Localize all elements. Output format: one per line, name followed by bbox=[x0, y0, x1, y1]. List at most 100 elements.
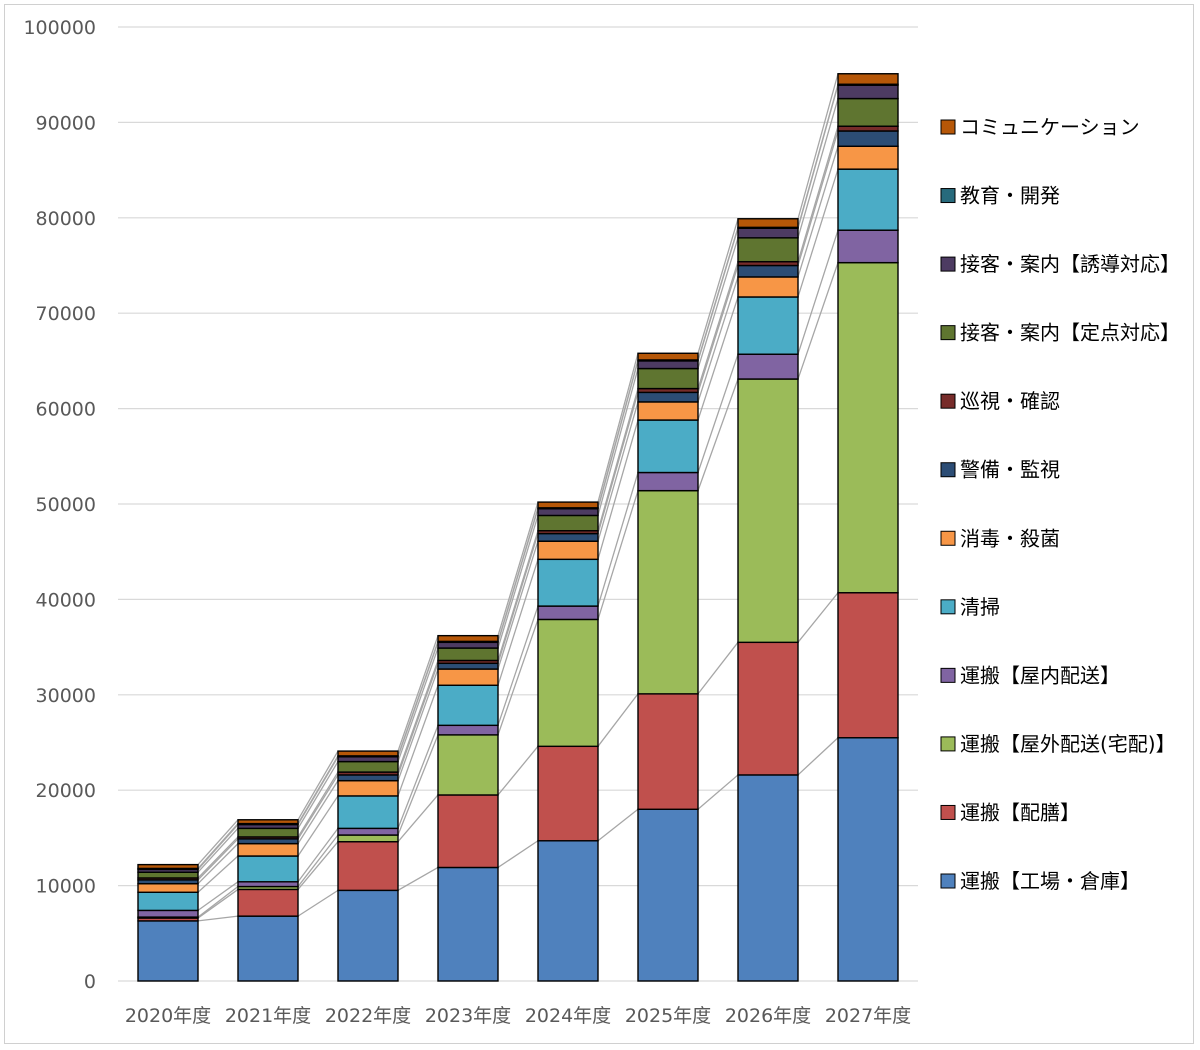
bar-segment bbox=[437, 668, 499, 686]
bar-segment bbox=[237, 888, 299, 917]
x-tick-label: 2025年度 bbox=[625, 1005, 711, 1027]
y-axis-tick-labels: 0 10000 20000 30000 40000 50000 60000 70000 8000… bbox=[23, 17, 96, 993]
bar-segment bbox=[837, 145, 899, 170]
legend-label: 接客・案内【誘導対応】 bbox=[960, 252, 1180, 276]
bar-segment bbox=[837, 168, 899, 231]
connector-line bbox=[797, 737, 839, 776]
connector-line bbox=[497, 840, 539, 869]
bar-segment bbox=[137, 882, 199, 893]
legend-swatch bbox=[940, 873, 956, 889]
connector-line bbox=[697, 218, 739, 354]
connector-line bbox=[697, 774, 739, 810]
bar-segment bbox=[137, 909, 199, 918]
x-axis-tick-labels: 2020年度 2021年度 2022年度 2023年度 2024年度 2025年度 2026… bbox=[125, 1005, 911, 1027]
bar-segment bbox=[537, 532, 599, 542]
bar-segment bbox=[537, 514, 599, 532]
legend-label: 教育・開発 bbox=[960, 184, 1060, 208]
y-tick-label: 0 bbox=[84, 971, 96, 993]
connector-line bbox=[597, 392, 639, 534]
bar-segment bbox=[437, 662, 499, 670]
x-tick-label: 2020年度 bbox=[125, 1005, 211, 1027]
connector-line bbox=[797, 84, 839, 228]
connector-line bbox=[497, 507, 539, 642]
connector-line bbox=[297, 795, 339, 857]
bar-segment bbox=[237, 827, 299, 838]
bar-segment bbox=[137, 891, 199, 912]
connector-line bbox=[497, 501, 539, 636]
legend-label: 運搬【工場・倉庫】 bbox=[960, 869, 1140, 893]
connector-line bbox=[197, 838, 239, 881]
connector-line bbox=[297, 755, 339, 824]
bar-segment bbox=[837, 737, 899, 982]
connector-line bbox=[797, 146, 839, 278]
connector-line bbox=[697, 265, 739, 393]
bar-segment bbox=[337, 889, 399, 982]
bar-segment bbox=[237, 855, 299, 883]
legend-swatch bbox=[940, 530, 956, 546]
connector-line bbox=[197, 836, 239, 879]
legend-swatch bbox=[940, 599, 956, 615]
connector-line bbox=[797, 98, 839, 239]
bar-segment bbox=[337, 760, 399, 773]
connector-line bbox=[497, 745, 539, 796]
legend-label: 運搬【配膳】 bbox=[960, 800, 1080, 824]
connector-line bbox=[297, 780, 339, 844]
bar-segment bbox=[737, 237, 799, 263]
bar-segment bbox=[237, 819, 299, 825]
connector-line bbox=[197, 855, 239, 893]
bar-segment bbox=[437, 866, 499, 982]
bar-segment bbox=[337, 774, 399, 782]
y-tick-label: 80000 bbox=[36, 208, 96, 230]
bar-segment bbox=[637, 360, 699, 370]
chart-frame bbox=[4, 4, 1194, 1044]
bar-segment bbox=[637, 367, 699, 390]
bar-segment bbox=[437, 647, 499, 662]
bar-segment bbox=[437, 724, 499, 736]
connector-line bbox=[697, 227, 739, 361]
bar-segment bbox=[837, 97, 899, 127]
bar-segment bbox=[837, 592, 899, 739]
bar-segment bbox=[537, 540, 599, 561]
connector-line bbox=[797, 130, 839, 266]
bar-segment bbox=[737, 353, 799, 380]
legend-label: 運搬【屋外配送(宅配)】 bbox=[960, 732, 1176, 756]
bar-segment bbox=[537, 840, 599, 982]
connector-line bbox=[697, 378, 739, 491]
connector-line bbox=[197, 886, 239, 918]
connector-line bbox=[197, 843, 239, 885]
connector-line bbox=[597, 693, 639, 747]
legend-swatch bbox=[940, 462, 956, 478]
bar-segment bbox=[837, 73, 899, 85]
bar-segment bbox=[237, 881, 299, 888]
bar-segment bbox=[437, 794, 499, 869]
connector-line bbox=[797, 73, 839, 219]
bar-segment bbox=[537, 501, 599, 509]
bar-segment bbox=[837, 130, 899, 147]
x-tick-label: 2022年度 bbox=[325, 1005, 411, 1027]
connector-line bbox=[697, 237, 739, 369]
y-tick-label: 20000 bbox=[36, 780, 96, 802]
connector-line bbox=[697, 296, 739, 421]
connector-line bbox=[497, 530, 539, 661]
connector-line bbox=[397, 725, 439, 829]
bar-segment bbox=[237, 915, 299, 982]
connector-line bbox=[197, 819, 239, 866]
legend-swatch bbox=[940, 393, 956, 409]
bar-segment bbox=[137, 920, 199, 982]
series-connector-lines bbox=[197, 73, 839, 922]
legend-label: 巡視・確認 bbox=[960, 389, 1060, 413]
connector-line bbox=[497, 605, 539, 726]
bar-segment bbox=[537, 508, 599, 517]
legend-label: 清掃 bbox=[960, 595, 1000, 619]
connector-line bbox=[597, 472, 639, 607]
connector-line bbox=[597, 353, 639, 503]
bar-segment bbox=[637, 808, 699, 982]
bar-segment bbox=[737, 641, 799, 776]
x-tick-label: 2024年度 bbox=[525, 1005, 611, 1027]
bar-segment bbox=[137, 871, 199, 879]
connector-line bbox=[397, 635, 439, 752]
connector-line bbox=[297, 771, 339, 838]
connector-line bbox=[697, 354, 739, 473]
connector-line bbox=[297, 889, 339, 917]
